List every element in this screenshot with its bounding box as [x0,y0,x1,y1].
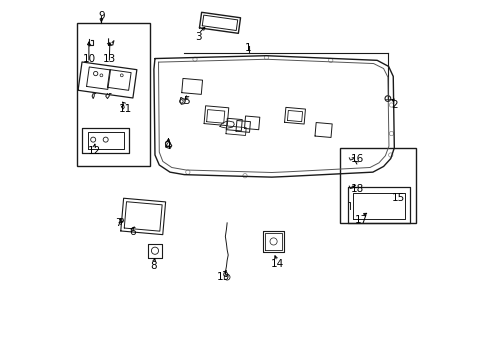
Text: 3: 3 [195,32,202,42]
Text: 5: 5 [183,96,189,107]
Bar [77,23,150,166]
Bar [340,148,416,223]
Text: 7: 7 [115,218,122,228]
Text: 9: 9 [98,11,105,21]
Text: 18: 18 [351,184,364,194]
Text: 17: 17 [354,215,368,225]
Text: 8: 8 [150,261,157,271]
Text: 14: 14 [270,259,284,269]
Text: 19: 19 [217,272,230,282]
Text: 15: 15 [392,193,405,203]
Text: 10: 10 [82,54,96,64]
Text: 6: 6 [129,227,136,237]
Text: 13: 13 [102,54,116,64]
Text: 12: 12 [88,147,101,157]
Text: 2: 2 [392,100,398,110]
Text: 1: 1 [245,43,252,53]
Text: 16: 16 [351,154,364,164]
Text: 11: 11 [119,104,132,113]
Text: 4: 4 [165,141,172,151]
